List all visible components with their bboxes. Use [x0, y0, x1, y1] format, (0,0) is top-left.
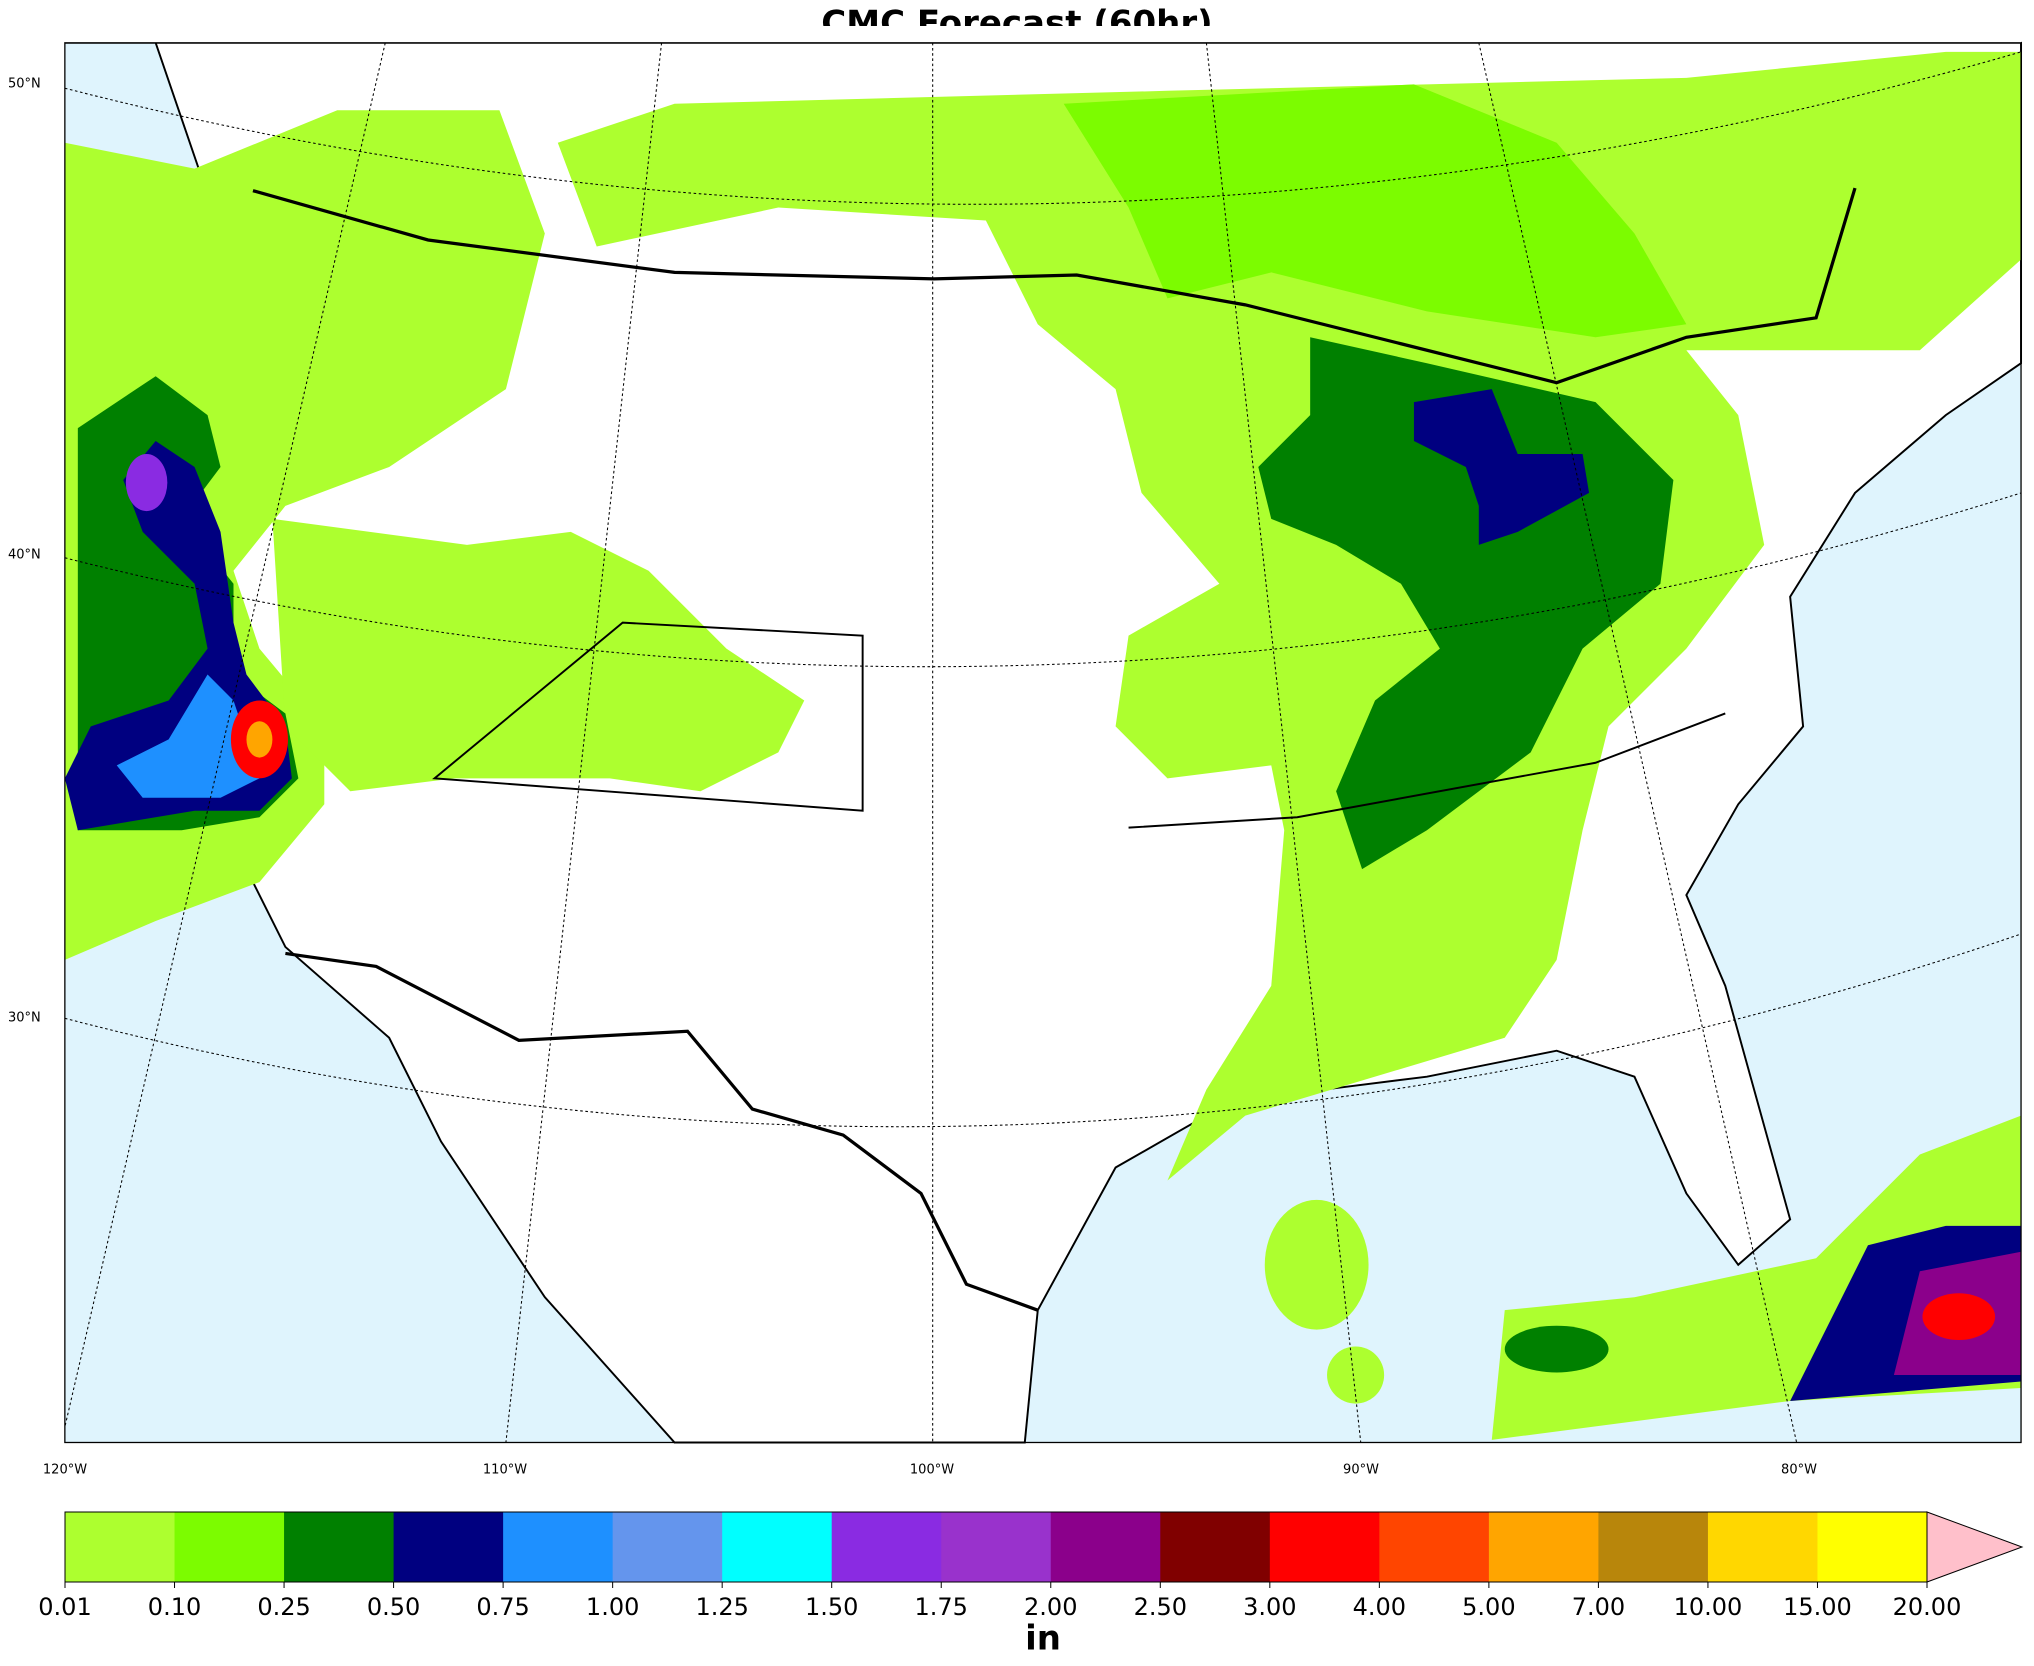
precip-area: [1264, 1199, 1369, 1330]
colorbar-extend: [1926, 1511, 2024, 1583]
colorbar-tick-label: 5.00: [1462, 1593, 1515, 1621]
colorbar-tick-label: 1.00: [586, 1593, 639, 1621]
colorbar-segment: [722, 1512, 833, 1582]
colorbar-segment: [174, 1512, 285, 1582]
colorbar-tick-label: 1.50: [805, 1593, 858, 1621]
colorbar-segment: [1379, 1512, 1490, 1582]
lon-label: 80°W: [1781, 1463, 1817, 1478]
colorbar-tick-label: 15.00: [1783, 1593, 1852, 1621]
colorbar-segment: [1050, 1512, 1161, 1582]
colorbar-segment: [1817, 1512, 1928, 1582]
colorbar-tick-label: 3.00: [1243, 1593, 1296, 1621]
lon-label: 100°W: [910, 1463, 954, 1478]
colorbar-tick-label: 4.00: [1353, 1593, 1406, 1621]
outside: [64, 25, 2022, 43]
map-frame: [64, 42, 2022, 1444]
colorbar-tick-label: 0.75: [476, 1593, 529, 1621]
colorbar-tick-label: 0.01: [38, 1593, 91, 1621]
colorbar-segment: [941, 1512, 1052, 1582]
colorbar-tick-label: 0.50: [367, 1593, 420, 1621]
colorbar-frame: [64, 1511, 1928, 1583]
precip-area: [1063, 84, 1687, 338]
colorbar-segment: [1707, 1512, 1818, 1582]
colorbar-segment: [1488, 1512, 1599, 1582]
lat-label: 50°N: [8, 77, 41, 92]
colorbar-segment: [503, 1512, 614, 1582]
map: [64, 25, 2023, 1444]
precip-area: [557, 51, 2022, 1181]
precip-area: [1327, 1346, 1385, 1404]
colorbar-tick-label: 2.50: [1134, 1593, 1187, 1621]
precip-area: [1413, 389, 1590, 545]
precip-area: [246, 721, 273, 758]
colorbar-tick-label: 0.25: [257, 1593, 310, 1621]
colorbar-tick-label: 1.75: [915, 1593, 968, 1621]
colorbar-segment: [1160, 1512, 1271, 1582]
colorbar-segment: [393, 1512, 504, 1582]
graticule: [64, 42, 2022, 1443]
colorbar-segment: [284, 1512, 395, 1582]
colorbar-tick-label: 7.00: [1572, 1593, 1625, 1621]
colorbar-segment: [1598, 1512, 1709, 1582]
colorbar-tick-label: 1.25: [695, 1593, 748, 1621]
lat-label: 30°N: [8, 1011, 41, 1026]
colorbar-tick-label: 0.10: [148, 1593, 201, 1621]
precip-area: [125, 454, 168, 512]
lon-label: 120°W: [43, 1463, 87, 1478]
state-line: [432, 621, 1726, 829]
lat-label: 40°N: [8, 548, 41, 563]
colorbar-segment: [612, 1512, 723, 1582]
lon-label: 110°W: [483, 1463, 527, 1478]
border: [285, 951, 1039, 1312]
border: [252, 187, 1857, 385]
colorbar-tick-label: 2.00: [1024, 1593, 1077, 1621]
lon-label: 90°W: [1343, 1463, 1379, 1478]
precip-area: [272, 518, 805, 792]
precip-area: [1922, 1293, 1996, 1341]
colorbar-segment: [65, 1512, 176, 1582]
colorbar-tick-label: 10.00: [1674, 1593, 1743, 1621]
precip-area: [116, 674, 260, 798]
colorbar-tick-label: 20.00: [1893, 1593, 1962, 1621]
colorbar-segment: [831, 1512, 942, 1582]
colorbar-segment: [1269, 1512, 1380, 1582]
precip-area: [1504, 1325, 1609, 1373]
colorbar-unit: in: [1025, 1619, 1061, 1659]
